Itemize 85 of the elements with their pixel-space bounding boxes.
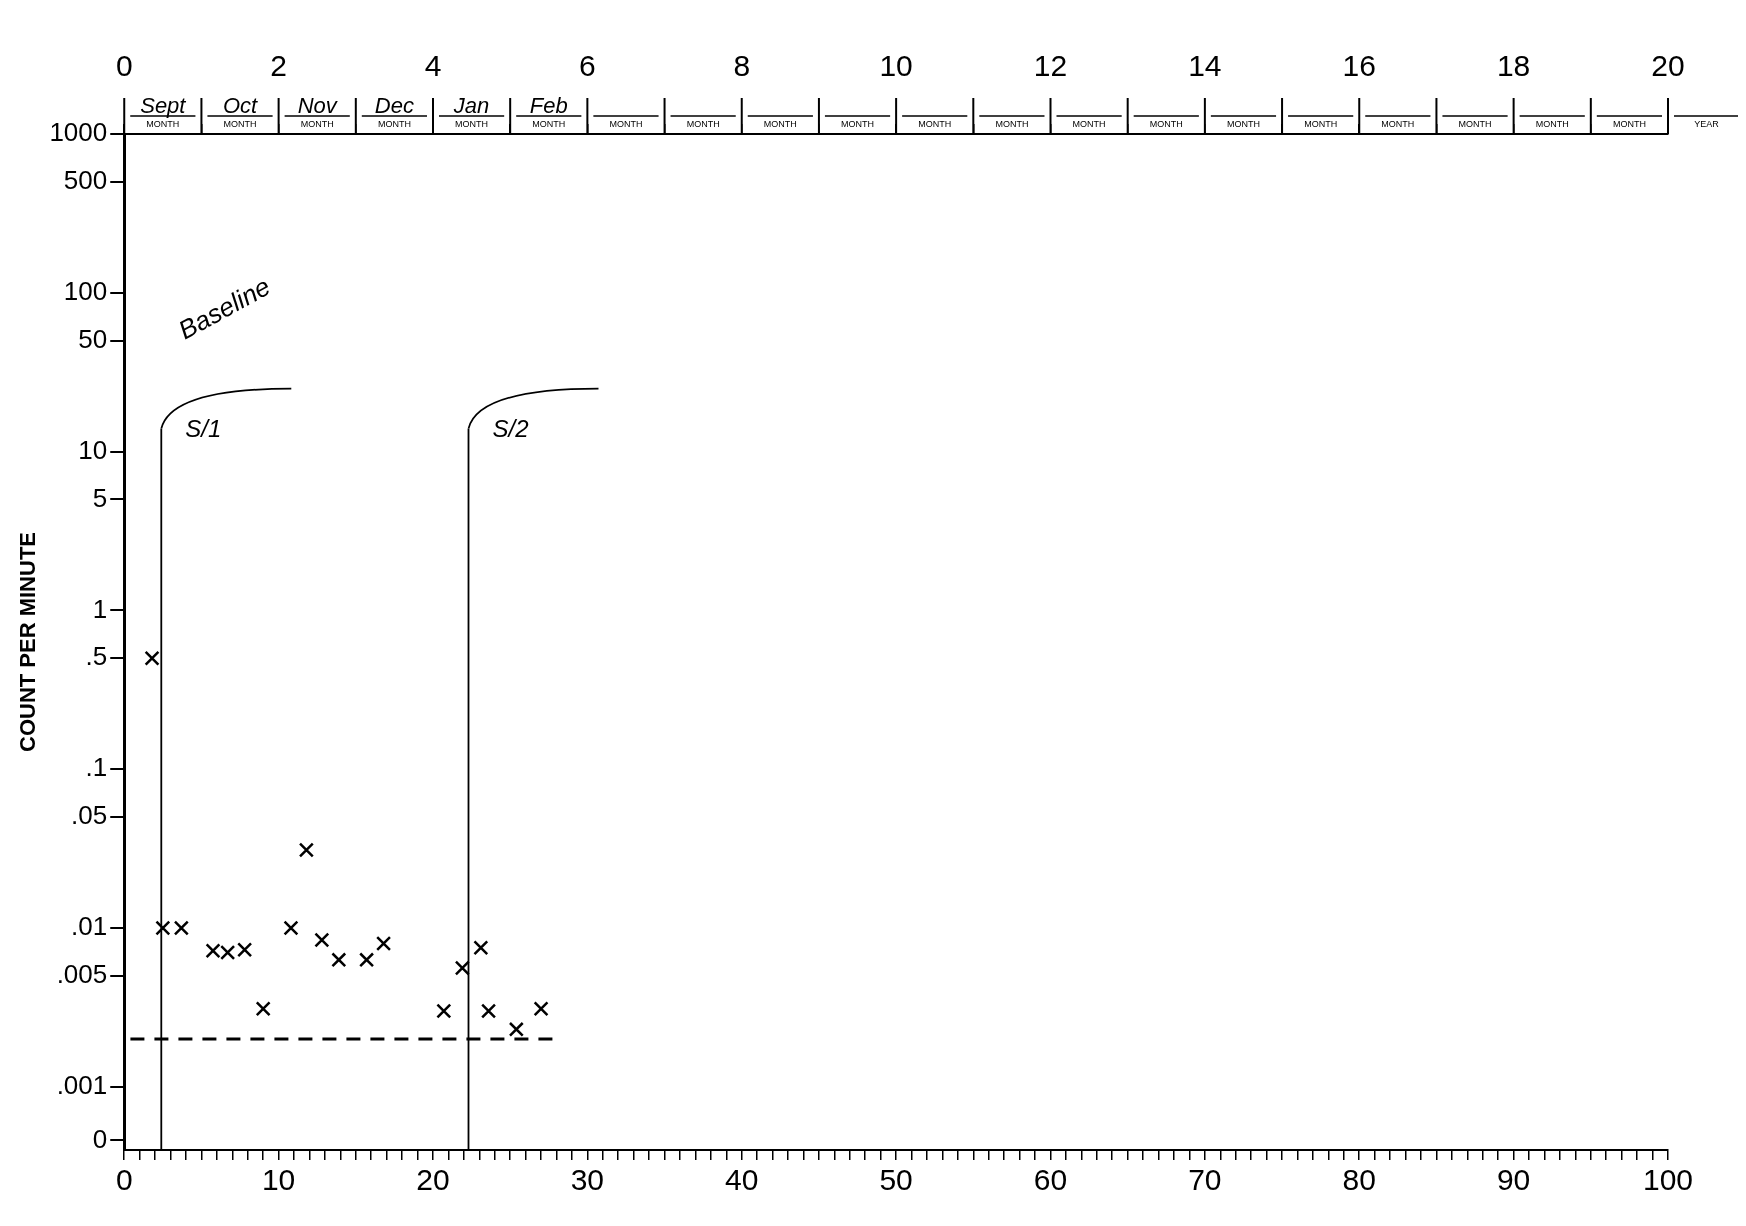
ref-line-label: S/1 <box>185 415 222 443</box>
x2-tick-label: 8 <box>733 49 751 83</box>
point <box>173 920 189 936</box>
y-axis-title: COUNT PER MINUTE <box>15 532 41 752</box>
text: MONTH <box>1226 119 1260 130</box>
x2-tick-label: 4 <box>424 49 442 83</box>
x-tick-label: 100 <box>1642 1163 1694 1197</box>
point <box>436 1003 452 1019</box>
text: MONTH <box>918 119 952 130</box>
text: MONTH <box>1535 119 1569 130</box>
x-tick-label: 50 <box>879 1163 913 1197</box>
text: MONTH <box>1458 119 1492 130</box>
point <box>533 1001 549 1017</box>
point <box>283 920 299 936</box>
text: Jan <box>452 93 490 118</box>
point <box>331 952 347 968</box>
x2-tick-label: 20 <box>1651 49 1685 83</box>
y-tick-label: 1 <box>92 593 108 624</box>
x2-tick-label: 12 <box>1033 49 1068 83</box>
x2-tick-label: 10 <box>879 49 913 83</box>
point <box>144 650 160 666</box>
text: MONTH <box>146 119 180 130</box>
text: MONTH <box>763 119 797 130</box>
text: MONTH <box>455 119 489 130</box>
y-tick-label: .1 <box>85 752 108 783</box>
text: Oct <box>222 93 259 118</box>
text: MONTH <box>1612 119 1646 130</box>
y-tick-label: 10 <box>78 434 108 465</box>
text: MONTH <box>686 119 720 130</box>
y-tick-label: .01 <box>71 911 108 942</box>
x-tick-label: 70 <box>1188 1163 1222 1197</box>
x-tick-label: 80 <box>1342 1163 1376 1197</box>
text: MONTH <box>300 119 334 130</box>
point <box>298 842 315 858</box>
point <box>205 943 221 959</box>
text: MONTH <box>1149 119 1183 130</box>
text: MONTH <box>223 119 257 130</box>
y-tick-label: .5 <box>85 641 108 672</box>
text: Sept <box>140 93 187 118</box>
text: Feb <box>529 93 568 118</box>
text: Dec <box>374 93 414 118</box>
x-tick-label: 30 <box>570 1163 605 1197</box>
x-tick-label: 60 <box>1033 1163 1068 1197</box>
text: MONTH <box>1381 119 1415 130</box>
y-tick-label: 100 <box>63 275 108 306</box>
text: MONTH <box>995 119 1029 130</box>
point <box>375 935 392 952</box>
point <box>508 1021 524 1037</box>
x-tick-label: 20 <box>416 1163 450 1197</box>
x2-tick-label: 2 <box>270 49 287 83</box>
point <box>255 1001 271 1017</box>
text: MONTH <box>532 119 566 130</box>
x2-tick-label: 18 <box>1496 49 1531 83</box>
point <box>237 942 253 958</box>
x-tick-label: 40 <box>725 1163 759 1197</box>
y-tick-label: .05 <box>71 800 108 831</box>
x-tick-label: 10 <box>261 1163 296 1197</box>
y-tick-label: 1000 <box>49 117 108 148</box>
y-tick-label: 500 <box>63 164 108 195</box>
text: MONTH <box>377 119 411 130</box>
text: YEAR <box>1694 119 1720 130</box>
point <box>220 944 236 961</box>
text: MONTH <box>841 119 875 130</box>
text: Nov <box>297 93 339 118</box>
text: MONTH <box>1304 119 1338 130</box>
y-tick-label: .001 <box>56 1069 108 1100</box>
y-tick-label: 0 <box>92 1123 108 1154</box>
x2-tick-label: 6 <box>579 49 596 83</box>
point <box>359 952 375 968</box>
x-tick-label: 0 <box>115 1163 133 1197</box>
x2-tick-label: 14 <box>1188 49 1222 83</box>
x2-tick-label: 16 <box>1342 49 1376 83</box>
point <box>314 932 330 948</box>
point <box>155 920 171 936</box>
y-tick-label: 5 <box>92 482 108 513</box>
ref-line-label: S/2 <box>492 415 529 443</box>
y-tick-label: .005 <box>56 958 108 989</box>
point <box>480 1003 497 1019</box>
y-tick-label: 50 <box>78 323 108 354</box>
text: MONTH <box>1072 119 1106 130</box>
point <box>454 960 470 976</box>
point <box>473 940 489 956</box>
text: MONTH <box>609 119 643 130</box>
x-tick-label: 90 <box>1496 1163 1531 1197</box>
x2-tick-label: 0 <box>115 49 133 83</box>
